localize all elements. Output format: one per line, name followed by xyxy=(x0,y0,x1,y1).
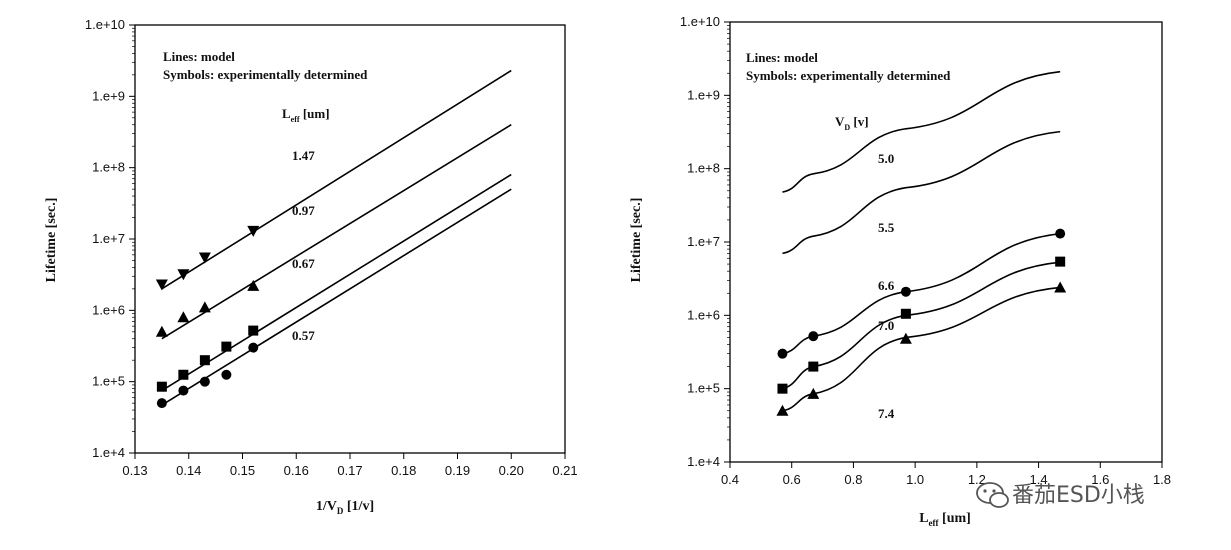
x-axis-label: Leff [um] xyxy=(919,511,971,528)
x-tick-label: 1.8 xyxy=(1153,472,1171,487)
x-tick-label: 0.18 xyxy=(391,463,416,478)
series-line-7.4 xyxy=(782,286,1061,412)
data-point-0.97 xyxy=(247,279,260,291)
annotation-symbols-experimental: Symbols: experimentally determined xyxy=(746,68,951,83)
series-line-0.57 xyxy=(161,188,512,406)
series-line-6.6 xyxy=(782,232,1061,355)
data-point-0.67 xyxy=(178,369,189,380)
x-tick-label: 0.20 xyxy=(499,463,524,478)
series-label-6.6: 6.6 xyxy=(878,278,895,293)
y-tick-label: 1.e+7 xyxy=(687,234,720,249)
data-point-0.97 xyxy=(198,301,211,313)
plot-frame xyxy=(729,21,1163,463)
series-line-5.0 xyxy=(782,70,1061,193)
data-point-0.57 xyxy=(156,398,167,409)
data-point-0.57 xyxy=(221,369,232,380)
watermark: 番茄ESD小栈 xyxy=(976,482,1145,508)
data-point-7.0 xyxy=(808,361,819,372)
annotation-lines-model: Lines: model xyxy=(163,49,235,64)
x-tick-label: 1.2 xyxy=(968,472,986,487)
data-point-0.57 xyxy=(248,342,259,353)
y-axis-label: Lifetime [sec.] xyxy=(629,198,644,283)
x-tick-label: 0.19 xyxy=(445,463,470,478)
annotation-lines-model: Lines: model xyxy=(746,50,818,65)
x-tick-label: 0.6 xyxy=(783,472,801,487)
data-point-1.47 xyxy=(155,279,168,291)
data-point-7.0 xyxy=(1055,256,1066,267)
y-tick-label: 1.e+10 xyxy=(85,17,125,32)
data-point-1.47 xyxy=(198,252,211,264)
series-label-7.0: 7.0 xyxy=(878,318,894,333)
y-tick-label: 1.e+9 xyxy=(92,88,125,103)
x-tick-label: 0.21 xyxy=(552,463,577,478)
series-label-5.5: 5.5 xyxy=(878,220,895,235)
y-tick-label: 1.e+6 xyxy=(687,307,720,322)
data-point-6.6 xyxy=(808,331,819,342)
data-point-7.0 xyxy=(900,308,911,319)
data-point-7.4 xyxy=(1054,281,1067,293)
series-line-7.0 xyxy=(782,261,1061,390)
parameter-header: VD [v] xyxy=(835,114,869,132)
series-label-0.97: 0.97 xyxy=(292,203,315,218)
series-line-0.67 xyxy=(161,173,512,392)
series-label-1.47: 1.47 xyxy=(292,148,315,163)
data-point-0.57 xyxy=(178,385,189,396)
series-label-5.0: 5.0 xyxy=(878,151,894,166)
data-point-1.47 xyxy=(177,269,190,281)
data-point-0.67 xyxy=(199,355,210,366)
x-tick-label: 0.14 xyxy=(176,463,201,478)
y-tick-label: 1.e+4 xyxy=(687,454,720,469)
plot-frame xyxy=(134,24,566,454)
data-point-6.6 xyxy=(1055,228,1066,239)
series-line-1.47 xyxy=(161,69,512,290)
series-label-0.67: 0.67 xyxy=(292,256,315,271)
data-point-7.4 xyxy=(807,387,820,399)
y-tick-label: 1.e+4 xyxy=(92,445,125,460)
data-point-0.67 xyxy=(221,341,232,352)
x-tick-label: 1.0 xyxy=(906,472,924,487)
data-point-7.0 xyxy=(777,383,788,394)
x-axis-label: 1/VD [1/v] xyxy=(316,499,374,516)
x-tick-label: 1.4 xyxy=(1030,472,1048,487)
x-tick-label: 0.8 xyxy=(844,472,862,487)
chart-left-lifetime-vs-inverse-vd: 0.13 0.14 0.15 0.16 0.17 0.18 0.19 0.20 0.21 1.e+… xyxy=(44,17,578,516)
data-point-7.4 xyxy=(899,332,912,344)
data-point-6.6 xyxy=(900,286,911,297)
data-point-0.97 xyxy=(177,311,190,323)
annotation-symbols-experimental: Symbols: experimentally determined xyxy=(163,67,368,82)
x-tick-label: 1.6 xyxy=(1091,472,1109,487)
y-axis-label: Lifetime [sec.] xyxy=(44,198,59,283)
data-point-6.6 xyxy=(777,348,788,359)
series-label-7.4: 7.4 xyxy=(878,406,895,421)
x-tick-label: 0.13 xyxy=(122,463,147,478)
x-tick-label: 0.4 xyxy=(721,472,739,487)
y-tick-label: 1.e+5 xyxy=(92,374,125,389)
y-tick-label: 1.e+9 xyxy=(687,87,720,102)
series-line-5.5 xyxy=(782,130,1061,255)
y-tick-label: 1.e+8 xyxy=(92,160,125,175)
data-point-1.47 xyxy=(247,225,260,237)
data-point-0.67 xyxy=(248,325,259,336)
data-point-0.97 xyxy=(155,325,168,337)
watermark-text: 番茄ESD小栈 xyxy=(1012,483,1145,508)
data-point-0.57 xyxy=(199,376,210,387)
series-label-0.57: 0.57 xyxy=(292,328,315,343)
data-point-7.4 xyxy=(776,404,789,416)
y-tick-label: 1.e+10 xyxy=(680,14,720,29)
x-tick-label: 0.15 xyxy=(230,463,255,478)
y-tick-label: 1.e+5 xyxy=(687,381,720,396)
parameter-header: Leff [um] xyxy=(282,106,330,124)
y-tick-label: 1.e+8 xyxy=(687,161,720,176)
series-line-0.97 xyxy=(161,124,512,340)
chart-right-lifetime-vs-leff: 0.4 0.6 0.8 1.0 1.2 1.4 1.6 1.8 1.e+4 1.e+5 1.e+6 1… xyxy=(629,14,1171,528)
x-tick-label: 0.17 xyxy=(337,463,362,478)
wechat-icon xyxy=(976,482,1009,508)
y-tick-label: 1.e+7 xyxy=(92,231,125,246)
x-tick-label: 0.16 xyxy=(284,463,309,478)
data-point-0.67 xyxy=(156,381,167,392)
y-tick-label: 1.e+6 xyxy=(92,302,125,317)
